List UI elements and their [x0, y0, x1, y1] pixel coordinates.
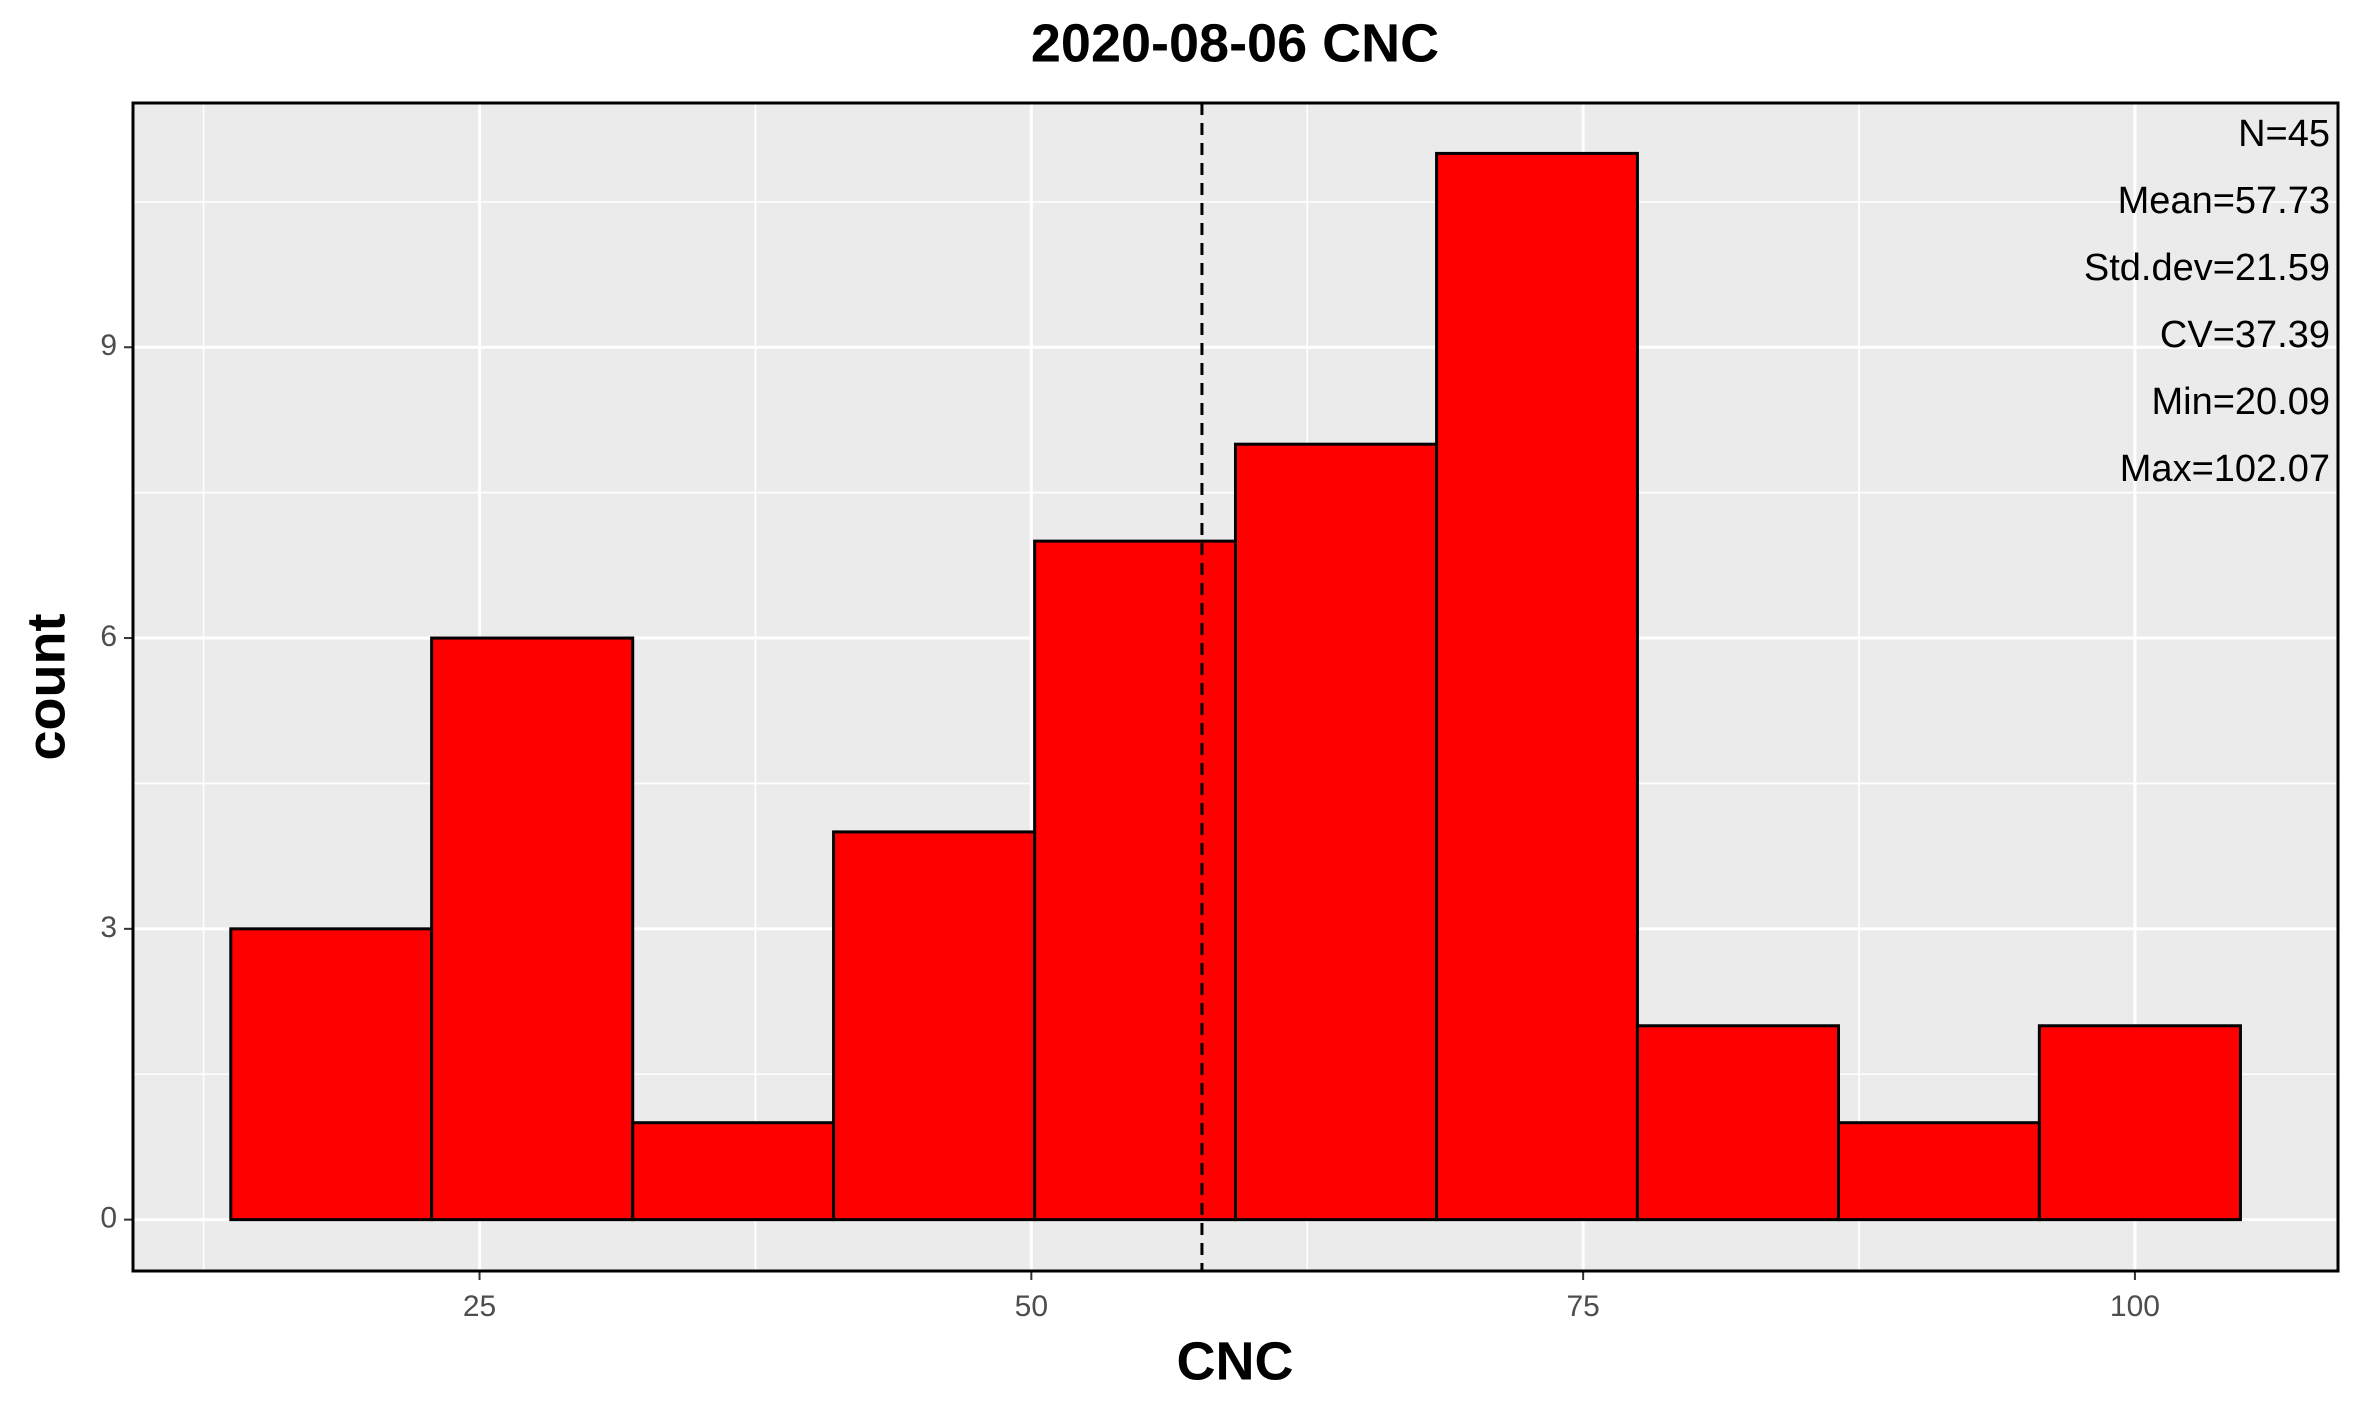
- bar: [430, 636, 635, 1222]
- bar: [631, 1121, 836, 1222]
- y-tick-label: 3: [100, 911, 117, 944]
- stat-annotation: CV=37.39: [2160, 314, 2330, 356]
- x-tick-label: 100: [2110, 1290, 2160, 1323]
- panel-border: [131, 101, 2340, 1273]
- bar: [1234, 442, 1439, 1222]
- stat-annotation: N=45: [2238, 113, 2330, 155]
- y-tick-label: 9: [100, 329, 117, 362]
- chart-title: 2020-08-06 CNC: [1031, 13, 1439, 73]
- stat-annotation: Std.dev=21.59: [2084, 247, 2330, 289]
- bar: [1033, 539, 1238, 1222]
- stat-annotation: Max=102.07: [2120, 448, 2330, 490]
- bar: [1435, 151, 1639, 1222]
- stat-annotation: Mean=57.73: [2118, 180, 2330, 222]
- x-axis-title: CNC: [1177, 1331, 1294, 1391]
- bar: [832, 830, 1037, 1222]
- x-tick-label: 25: [463, 1290, 496, 1323]
- stat-annotation: Min=20.09: [2151, 381, 2330, 423]
- y-tick-label: 6: [100, 620, 117, 653]
- bar: [1837, 1121, 2041, 1222]
- bar: [1635, 1024, 1841, 1222]
- bar: [2037, 1024, 2242, 1222]
- x-tick-label: 75: [1566, 1290, 1599, 1323]
- y-axis-title: count: [16, 614, 76, 761]
- y-tick-label: 0: [100, 1202, 117, 1235]
- x-tick-label: 50: [1015, 1290, 1048, 1323]
- bar: [229, 927, 434, 1222]
